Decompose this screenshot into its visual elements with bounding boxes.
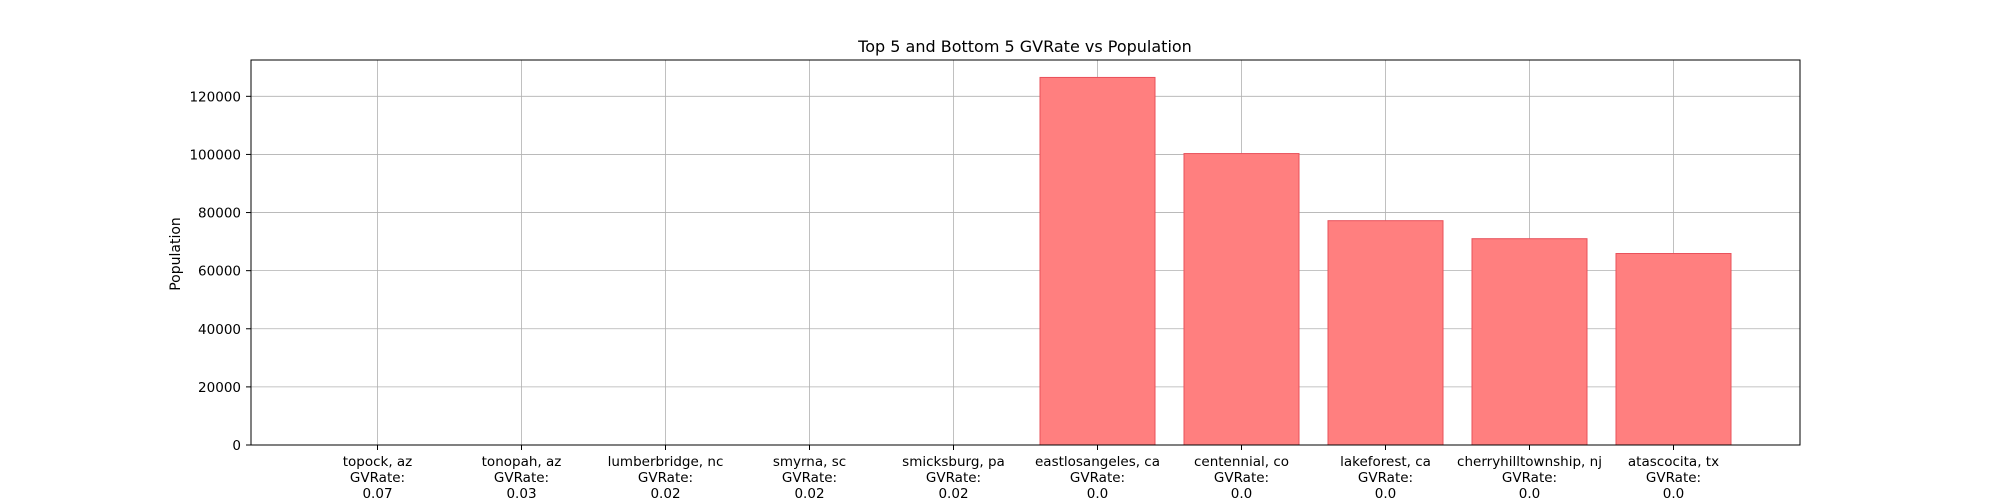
x-rate-caption: GVRate: [350,470,405,486]
x-rate-caption: GVRate: [782,470,837,486]
x-rate-caption: GVRate: [494,470,549,486]
x-rate-value: 0.0 [1519,486,1540,500]
plot-frame [250,59,1801,446]
x-rate-value: 0.02 [650,486,680,500]
y-axis-ticks: 0 20000 40000 60000 80000 100000 120000 [189,89,251,454]
bar [1183,153,1300,446]
x-rate-value: 0.0 [1663,486,1684,500]
x-rate-value: 0.03 [506,486,536,500]
x-category-label: atascocita, tx [1628,454,1719,470]
x-category-label: eastlosangeles, ca [1035,454,1160,470]
x-rate-value: 0.0 [1375,486,1396,500]
x-category-label: lakeforest, ca [1340,454,1431,470]
bar [1615,253,1732,446]
y-tick-label: 40000 [198,322,241,338]
y-tick-label: 80000 [198,206,241,222]
y-tick-label: 20000 [198,380,241,396]
x-rate-value: 0.0 [1087,486,1108,500]
x-category-label: smyrna, sc [773,454,846,470]
x-rate-value: 0.02 [794,486,824,500]
bars [1039,76,1732,446]
y-tick-label: 120000 [189,89,241,105]
x-rate-value: 0.0 [1231,486,1252,500]
x-rate-caption: GVRate: [638,470,693,486]
y-axis-label: Population [168,217,184,291]
x-rate-caption: GVRate: [926,470,981,486]
y-tick-label: 100000 [189,147,241,163]
y-tick-label: 0 [232,438,241,454]
bar [1327,220,1444,446]
x-rate-caption: GVRate: [1358,470,1413,486]
x-category-label: centennial, co [1194,454,1289,470]
x-rate-caption: GVRate: [1646,470,1701,486]
x-category-label: tonopah, az [482,454,562,470]
bar [1471,238,1588,446]
x-category-label: cherryhilltownship, nj [1457,454,1602,470]
x-category-label: smicksburg, pa [902,454,1005,470]
x-rate-value: 0.02 [938,486,968,500]
chart-title: Top 5 and Bottom 5 GVRate vs Population [857,37,1192,56]
x-category-label: lumberbridge, nc [608,454,724,470]
x-category-label: topock, az [343,454,413,470]
x-rate-value: 0.07 [362,486,392,500]
y-tick-label: 60000 [198,264,241,280]
x-rate-caption: GVRate: [1214,470,1269,486]
bar [1039,76,1156,446]
axes [250,59,1801,446]
x-rate-caption: GVRate: [1502,470,1557,486]
x-rate-caption: GVRate: [1070,470,1125,486]
